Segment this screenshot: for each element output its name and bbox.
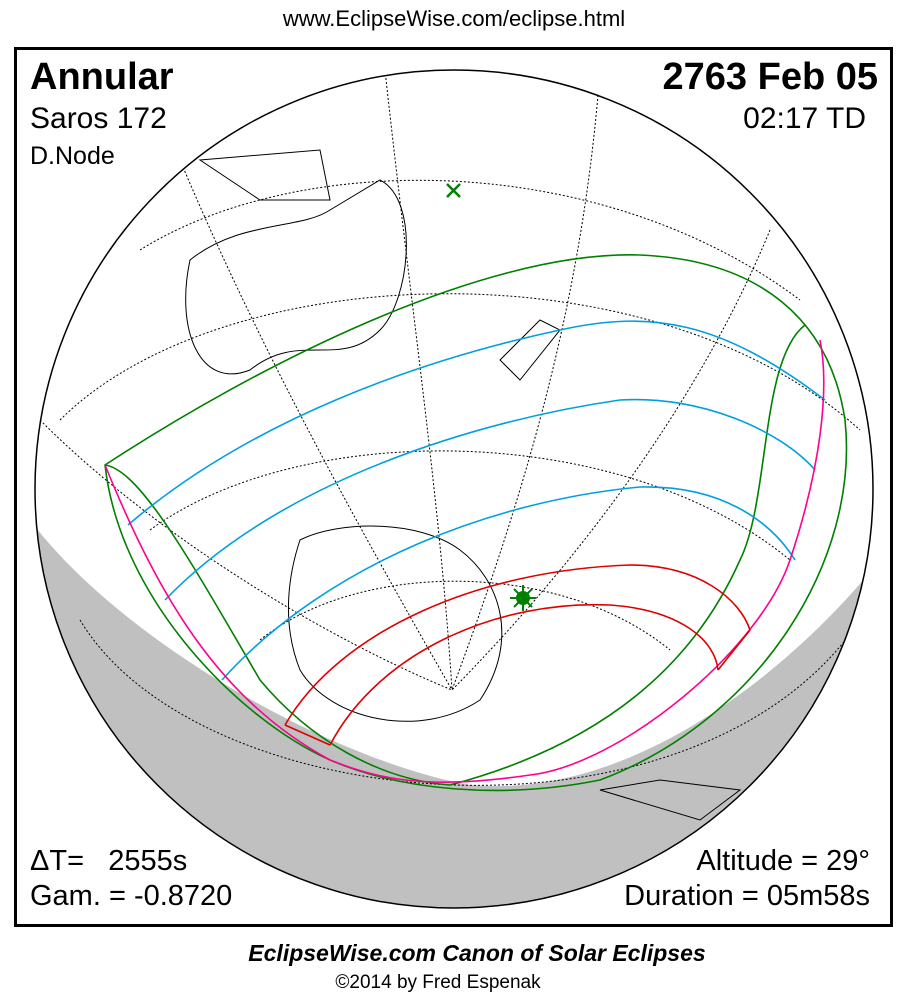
gamma: Gam. = -0.8720	[30, 880, 233, 912]
header-url[interactable]: www.EclipseWise.com/eclipse.html	[282, 6, 626, 31]
eclipse-date: 2763 Feb 05	[662, 56, 878, 98]
partial-line-1	[127, 320, 826, 526]
footer-title: EclipseWise.com Canon of Solar Eclipses	[248, 940, 706, 966]
duration: Duration = 05m58s	[624, 880, 870, 912]
partial-line-3	[221, 486, 796, 681]
umbra-south-limit	[329, 603, 719, 746]
delta-t: ΔT= 2555s	[30, 845, 188, 877]
map-frame	[14, 47, 893, 927]
node: D.Node	[30, 142, 115, 170]
eclipse-time: 02:17 TD	[743, 102, 866, 135]
rise-set-curve	[104, 339, 825, 784]
partial-line-2	[164, 398, 816, 601]
eclipse-type: Annular	[30, 56, 174, 98]
footer-copyright: ©2014 by Fred Espenak	[335, 972, 541, 993]
altitude: Altitude = 29°	[696, 845, 870, 877]
subsolar-point-icon	[446, 183, 461, 198]
greatest-eclipse-icon	[510, 585, 536, 611]
penumbra-west-loop	[104, 464, 451, 786]
umbra-ends	[284, 629, 751, 746]
penumbra-east-loop	[449, 324, 806, 786]
saros: Saros 172	[30, 102, 167, 135]
globe-outline	[34, 69, 874, 909]
umbra-north-limit	[284, 564, 751, 726]
penumbra-north-limit	[104, 254, 848, 792]
